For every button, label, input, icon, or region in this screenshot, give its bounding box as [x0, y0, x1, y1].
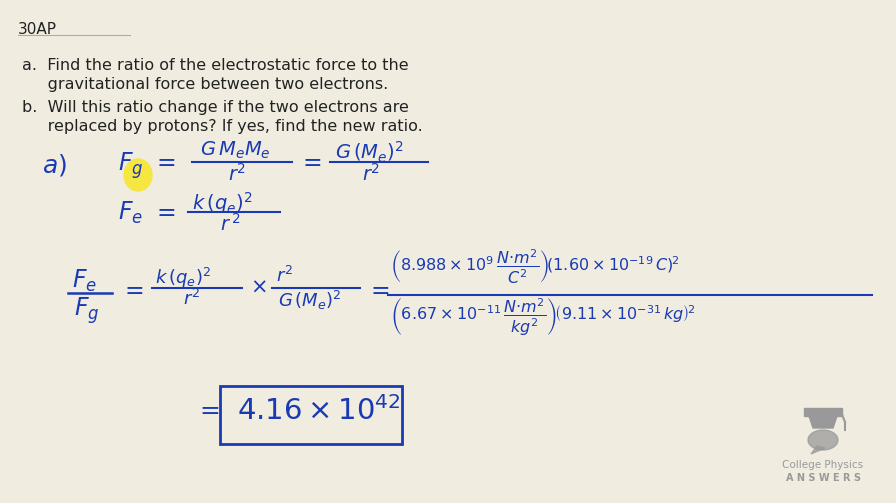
- Text: $\left(6.67\times10^{-11}\,\dfrac{N{\cdot}m^2}{kg^2}\right)\!\left(9.11\times10^: $\left(6.67\times10^{-11}\,\dfrac{N{\cdo…: [390, 297, 695, 339]
- Text: $=$: $=$: [152, 200, 176, 223]
- Text: $=$: $=$: [195, 398, 220, 421]
- Text: $r^2$: $r^2$: [228, 163, 246, 185]
- Text: A N S W E R S: A N S W E R S: [786, 473, 860, 483]
- Text: b.  Will this ratio change if the two electrons are: b. Will this ratio change if the two ele…: [22, 100, 409, 115]
- Text: $G\,M_e M_e$: $G\,M_e M_e$: [200, 140, 271, 161]
- Text: $a)$: $a)$: [42, 152, 67, 178]
- Text: a.  Find the ratio of the electrostatic force to the: a. Find the ratio of the electrostatic f…: [22, 58, 409, 73]
- Text: $=$: $=$: [120, 278, 144, 301]
- Text: $r^2$: $r^2$: [362, 163, 380, 185]
- Text: $F_g$: $F_g$: [74, 295, 99, 326]
- Text: $r^2$: $r^2$: [183, 289, 200, 309]
- Text: $k\,(q_e)^2$: $k\,(q_e)^2$: [155, 266, 211, 290]
- Text: $=$: $=$: [298, 150, 322, 173]
- Text: $r^{\,2}$: $r^{\,2}$: [220, 213, 240, 235]
- Text: $4.16\times10^{42}$: $4.16\times10^{42}$: [237, 396, 401, 426]
- Text: $=$: $=$: [366, 278, 390, 301]
- Text: $F_e$: $F_e$: [118, 200, 143, 226]
- Text: 30AP: 30AP: [18, 22, 57, 37]
- Text: $F_e$: $F_e$: [72, 268, 97, 294]
- Polygon shape: [811, 446, 825, 454]
- Text: $F_g$: $F_g$: [118, 150, 143, 181]
- Text: $=$: $=$: [152, 150, 176, 173]
- Text: gravitational force between two electrons.: gravitational force between two electron…: [22, 77, 388, 92]
- Text: $\times$: $\times$: [250, 278, 267, 297]
- Text: $G\,(M_e)^2$: $G\,(M_e)^2$: [335, 140, 404, 165]
- Text: $k\,(q_e)^2$: $k\,(q_e)^2$: [192, 190, 253, 216]
- Text: replaced by protons? If yes, find the new ratio.: replaced by protons? If yes, find the ne…: [22, 119, 423, 134]
- Polygon shape: [808, 430, 838, 450]
- Text: College Physics: College Physics: [782, 460, 864, 470]
- Ellipse shape: [124, 159, 152, 191]
- Text: $G\,(M_e)^2$: $G\,(M_e)^2$: [278, 289, 341, 312]
- Polygon shape: [809, 416, 837, 428]
- Polygon shape: [804, 408, 842, 416]
- Text: $\left(8.988\times10^9\,\dfrac{N{\cdot}m^2}{C^2}\right)\!\left(1.60\times10^{-19: $\left(8.988\times10^9\,\dfrac{N{\cdot}m…: [390, 248, 679, 286]
- Text: $r^2$: $r^2$: [276, 266, 293, 286]
